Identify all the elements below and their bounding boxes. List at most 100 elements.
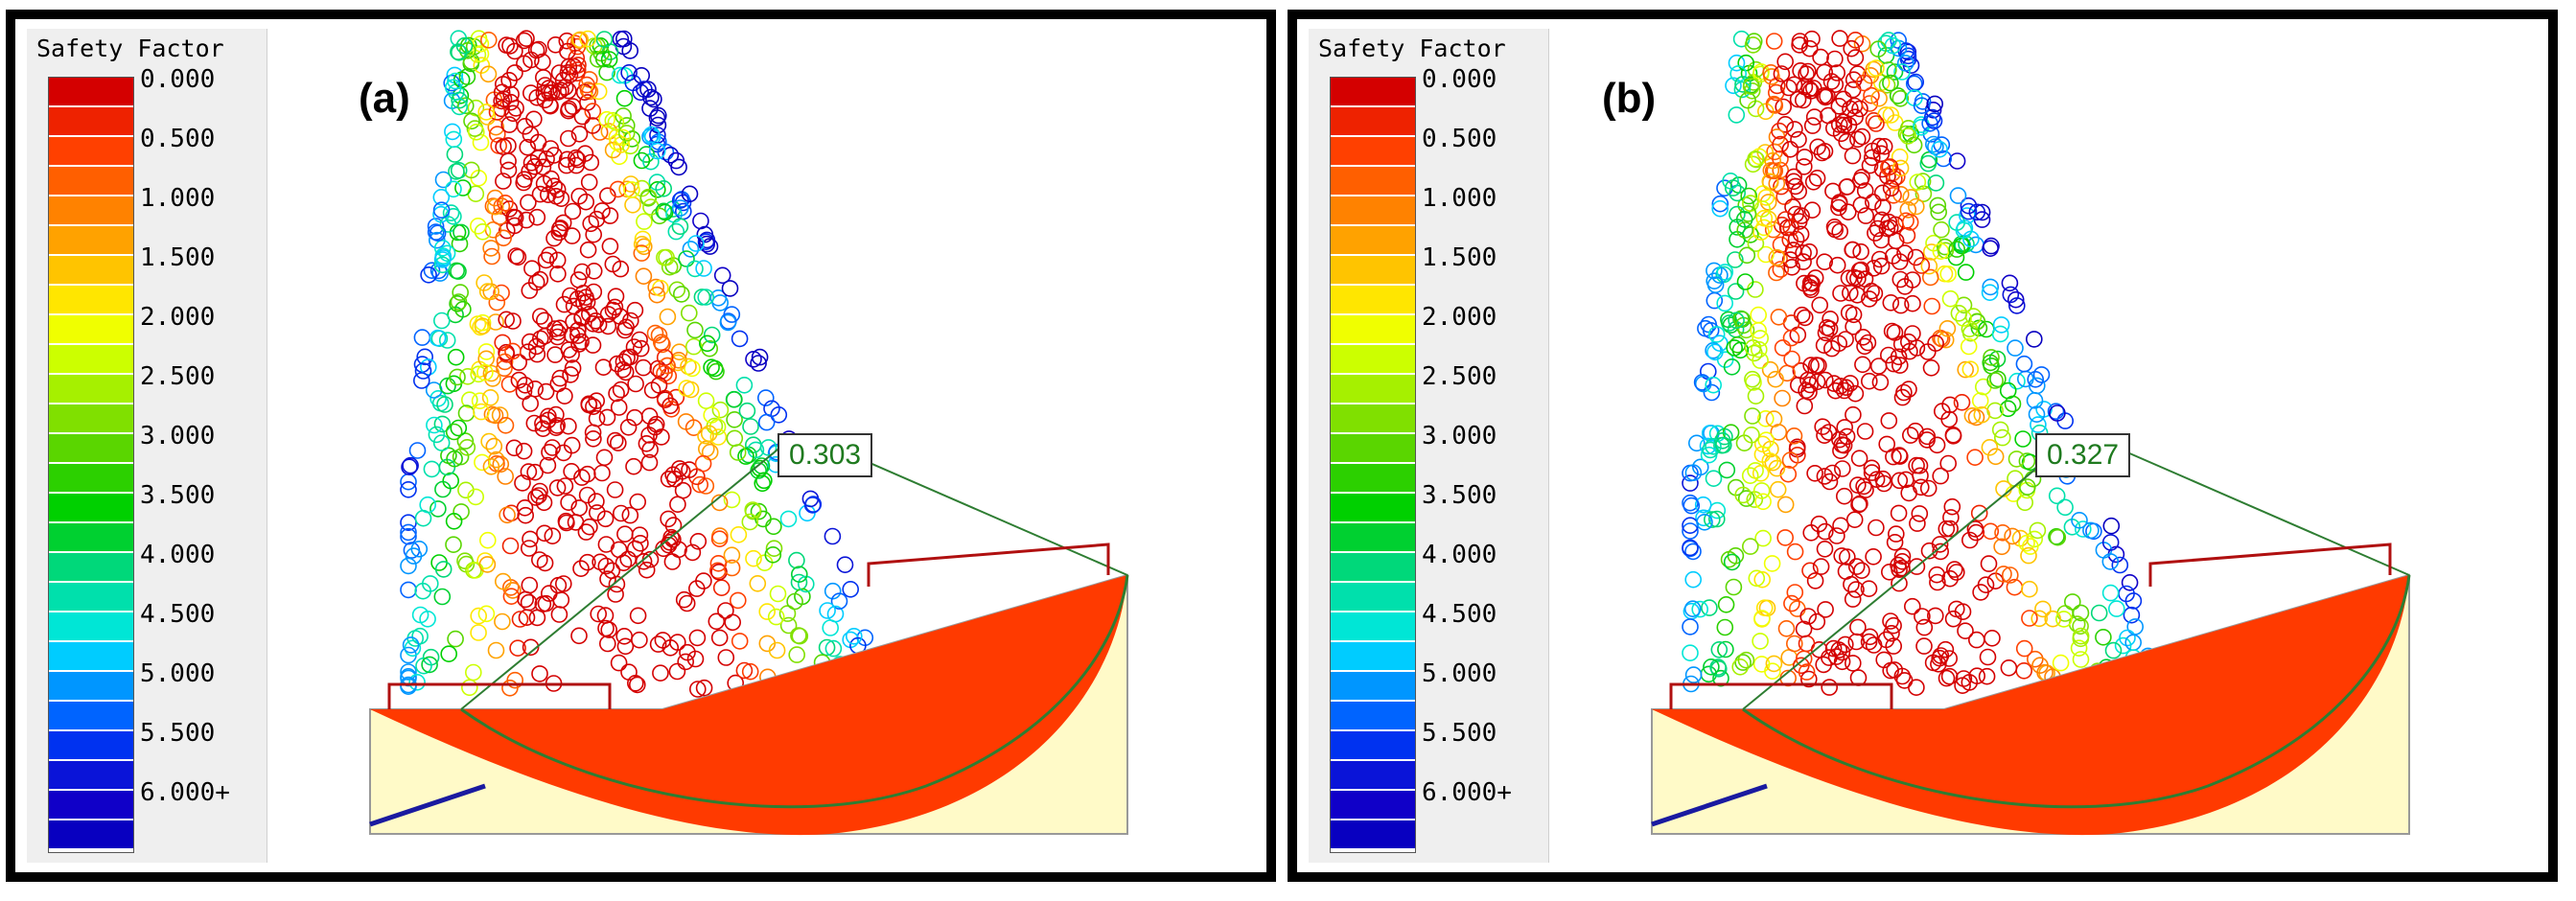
- slip-centre-point: [458, 438, 476, 456]
- slip-centre-point: [730, 525, 748, 543]
- slip-centre-point: [726, 390, 743, 408]
- slip-centre-point: [1912, 467, 1929, 485]
- slip-centre-point: [450, 293, 468, 311]
- slip-centre-point: [1870, 89, 1888, 107]
- slip-centre-point: [1844, 655, 1862, 672]
- slip-centre-point: [1868, 115, 1885, 132]
- slip-centre-point: [2072, 651, 2090, 668]
- slip-centre-point: [1775, 98, 1792, 116]
- slip-centre-point: [735, 376, 754, 394]
- slip-centre-point: [497, 416, 515, 434]
- slip-centre-point: [1911, 456, 1929, 474]
- slip-centre-point: [1838, 178, 1856, 196]
- slip-centre-point: [1832, 442, 1849, 460]
- slip-centre-point: [619, 550, 638, 568]
- slip-centre-point: [729, 444, 747, 461]
- legend-swatch: [49, 702, 133, 731]
- legend-swatch: [1331, 523, 1415, 553]
- slip-centre-point: [1980, 555, 1998, 572]
- slip-centre-point: [1885, 187, 1902, 204]
- slip-centre-point: [1863, 86, 1880, 104]
- slip-centre-point: [698, 335, 716, 353]
- slip-centre-point: [1842, 100, 1859, 118]
- slip-centre-point: [1776, 529, 1794, 546]
- slip-centre-point: [544, 439, 561, 456]
- slip-centre-point: [563, 227, 581, 244]
- slip-centre-point: [560, 417, 577, 435]
- slip-centre-point: [402, 456, 419, 474]
- slip-centre-point: [1983, 349, 2000, 366]
- slip-centre-point: [648, 142, 666, 160]
- slip-centre-point: [1926, 95, 1944, 113]
- slip-centre-point: [1737, 490, 1755, 507]
- slip-centre-point: [477, 343, 496, 360]
- slip-centre-point: [1778, 364, 1796, 382]
- slip-centre-point: [1716, 294, 1733, 312]
- slip-centre-point: [429, 500, 447, 518]
- slip-centre-point: [1816, 427, 1833, 445]
- slip-centre-point: [501, 537, 520, 555]
- slip-centre-point: [681, 185, 699, 203]
- slip-centre-point: [1777, 619, 1796, 637]
- slip-centre-point: [1708, 510, 1726, 528]
- slip-centre-point: [1683, 497, 1701, 515]
- slip-centre-point: [2047, 403, 2065, 421]
- slip-centre-point: [461, 679, 478, 697]
- slip-centre-point: [1776, 211, 1795, 228]
- slip-centre-point: [1836, 635, 1854, 654]
- slip-centre-point: [1928, 566, 1946, 584]
- slip-centre-point: [688, 681, 707, 698]
- slip-centre-point: [656, 364, 673, 382]
- slip-centre-point: [1846, 31, 1865, 49]
- slip-centre-point: [451, 235, 469, 253]
- slope-stability-plot: [1651, 30, 2411, 836]
- slip-centre-point: [1891, 472, 1909, 490]
- slip-centre-point: [408, 442, 427, 459]
- legend-tick-label: 3.500: [1422, 481, 1497, 510]
- legend-swatch: [1331, 612, 1415, 642]
- slip-centre-point: [1784, 198, 1801, 216]
- slip-centre-point: [1783, 258, 1800, 276]
- legend-tick-label: 1.000: [1422, 184, 1497, 213]
- slip-centre-point: [501, 679, 519, 697]
- legend-swatch: [1331, 642, 1415, 672]
- slip-centre-point: [499, 161, 518, 179]
- slip-centre-point: [530, 551, 548, 568]
- slip-centre-point: [1783, 594, 1800, 612]
- slip-centre-point: [750, 355, 767, 372]
- legend-swatch: [1331, 731, 1415, 761]
- slip-centre-point: [2029, 521, 2047, 540]
- slip-centre-point: [1967, 631, 1985, 649]
- slip-centre-point: [1728, 312, 1745, 330]
- slip-centre-point: [2052, 654, 2070, 672]
- slip-centre-point: [1795, 244, 1812, 262]
- slip-centre-point: [1796, 149, 1814, 166]
- legend-swatch: [1331, 820, 1415, 850]
- slip-centre-point: [703, 326, 721, 344]
- slip-centre-point: [1781, 251, 1799, 268]
- slip-centre-point: [1921, 268, 1939, 287]
- slip-centre-point: [1824, 639, 1843, 658]
- slip-centre-point: [709, 554, 728, 572]
- slip-centre-point: [528, 345, 546, 363]
- slip-centre-point: [661, 147, 680, 164]
- slip-centre-point: [675, 590, 693, 609]
- slip-centre-point: [721, 280, 739, 297]
- slip-centre-point: [697, 477, 715, 495]
- slip-centre-point: [1948, 241, 1966, 258]
- slip-centre-point: [1688, 434, 1706, 452]
- slip-centre-point: [1684, 570, 1702, 589]
- slip-centre-point: [1731, 658, 1749, 676]
- slip-centre-point: [617, 125, 636, 142]
- slip-centre-point: [1694, 375, 1712, 393]
- slip-centre-point: [1770, 308, 1788, 326]
- slip-centre-point: [579, 241, 597, 259]
- slip-centre-point: [1957, 264, 1975, 281]
- slip-centre-point: [1901, 427, 1919, 444]
- slip-centre-point: [456, 432, 475, 450]
- slip-centre-point: [1855, 74, 1873, 92]
- slip-centre-point: [1912, 478, 1930, 497]
- slip-centre-point: [497, 468, 514, 485]
- slip-centre-point: [505, 439, 523, 457]
- slip-centre-point: [2027, 370, 2045, 388]
